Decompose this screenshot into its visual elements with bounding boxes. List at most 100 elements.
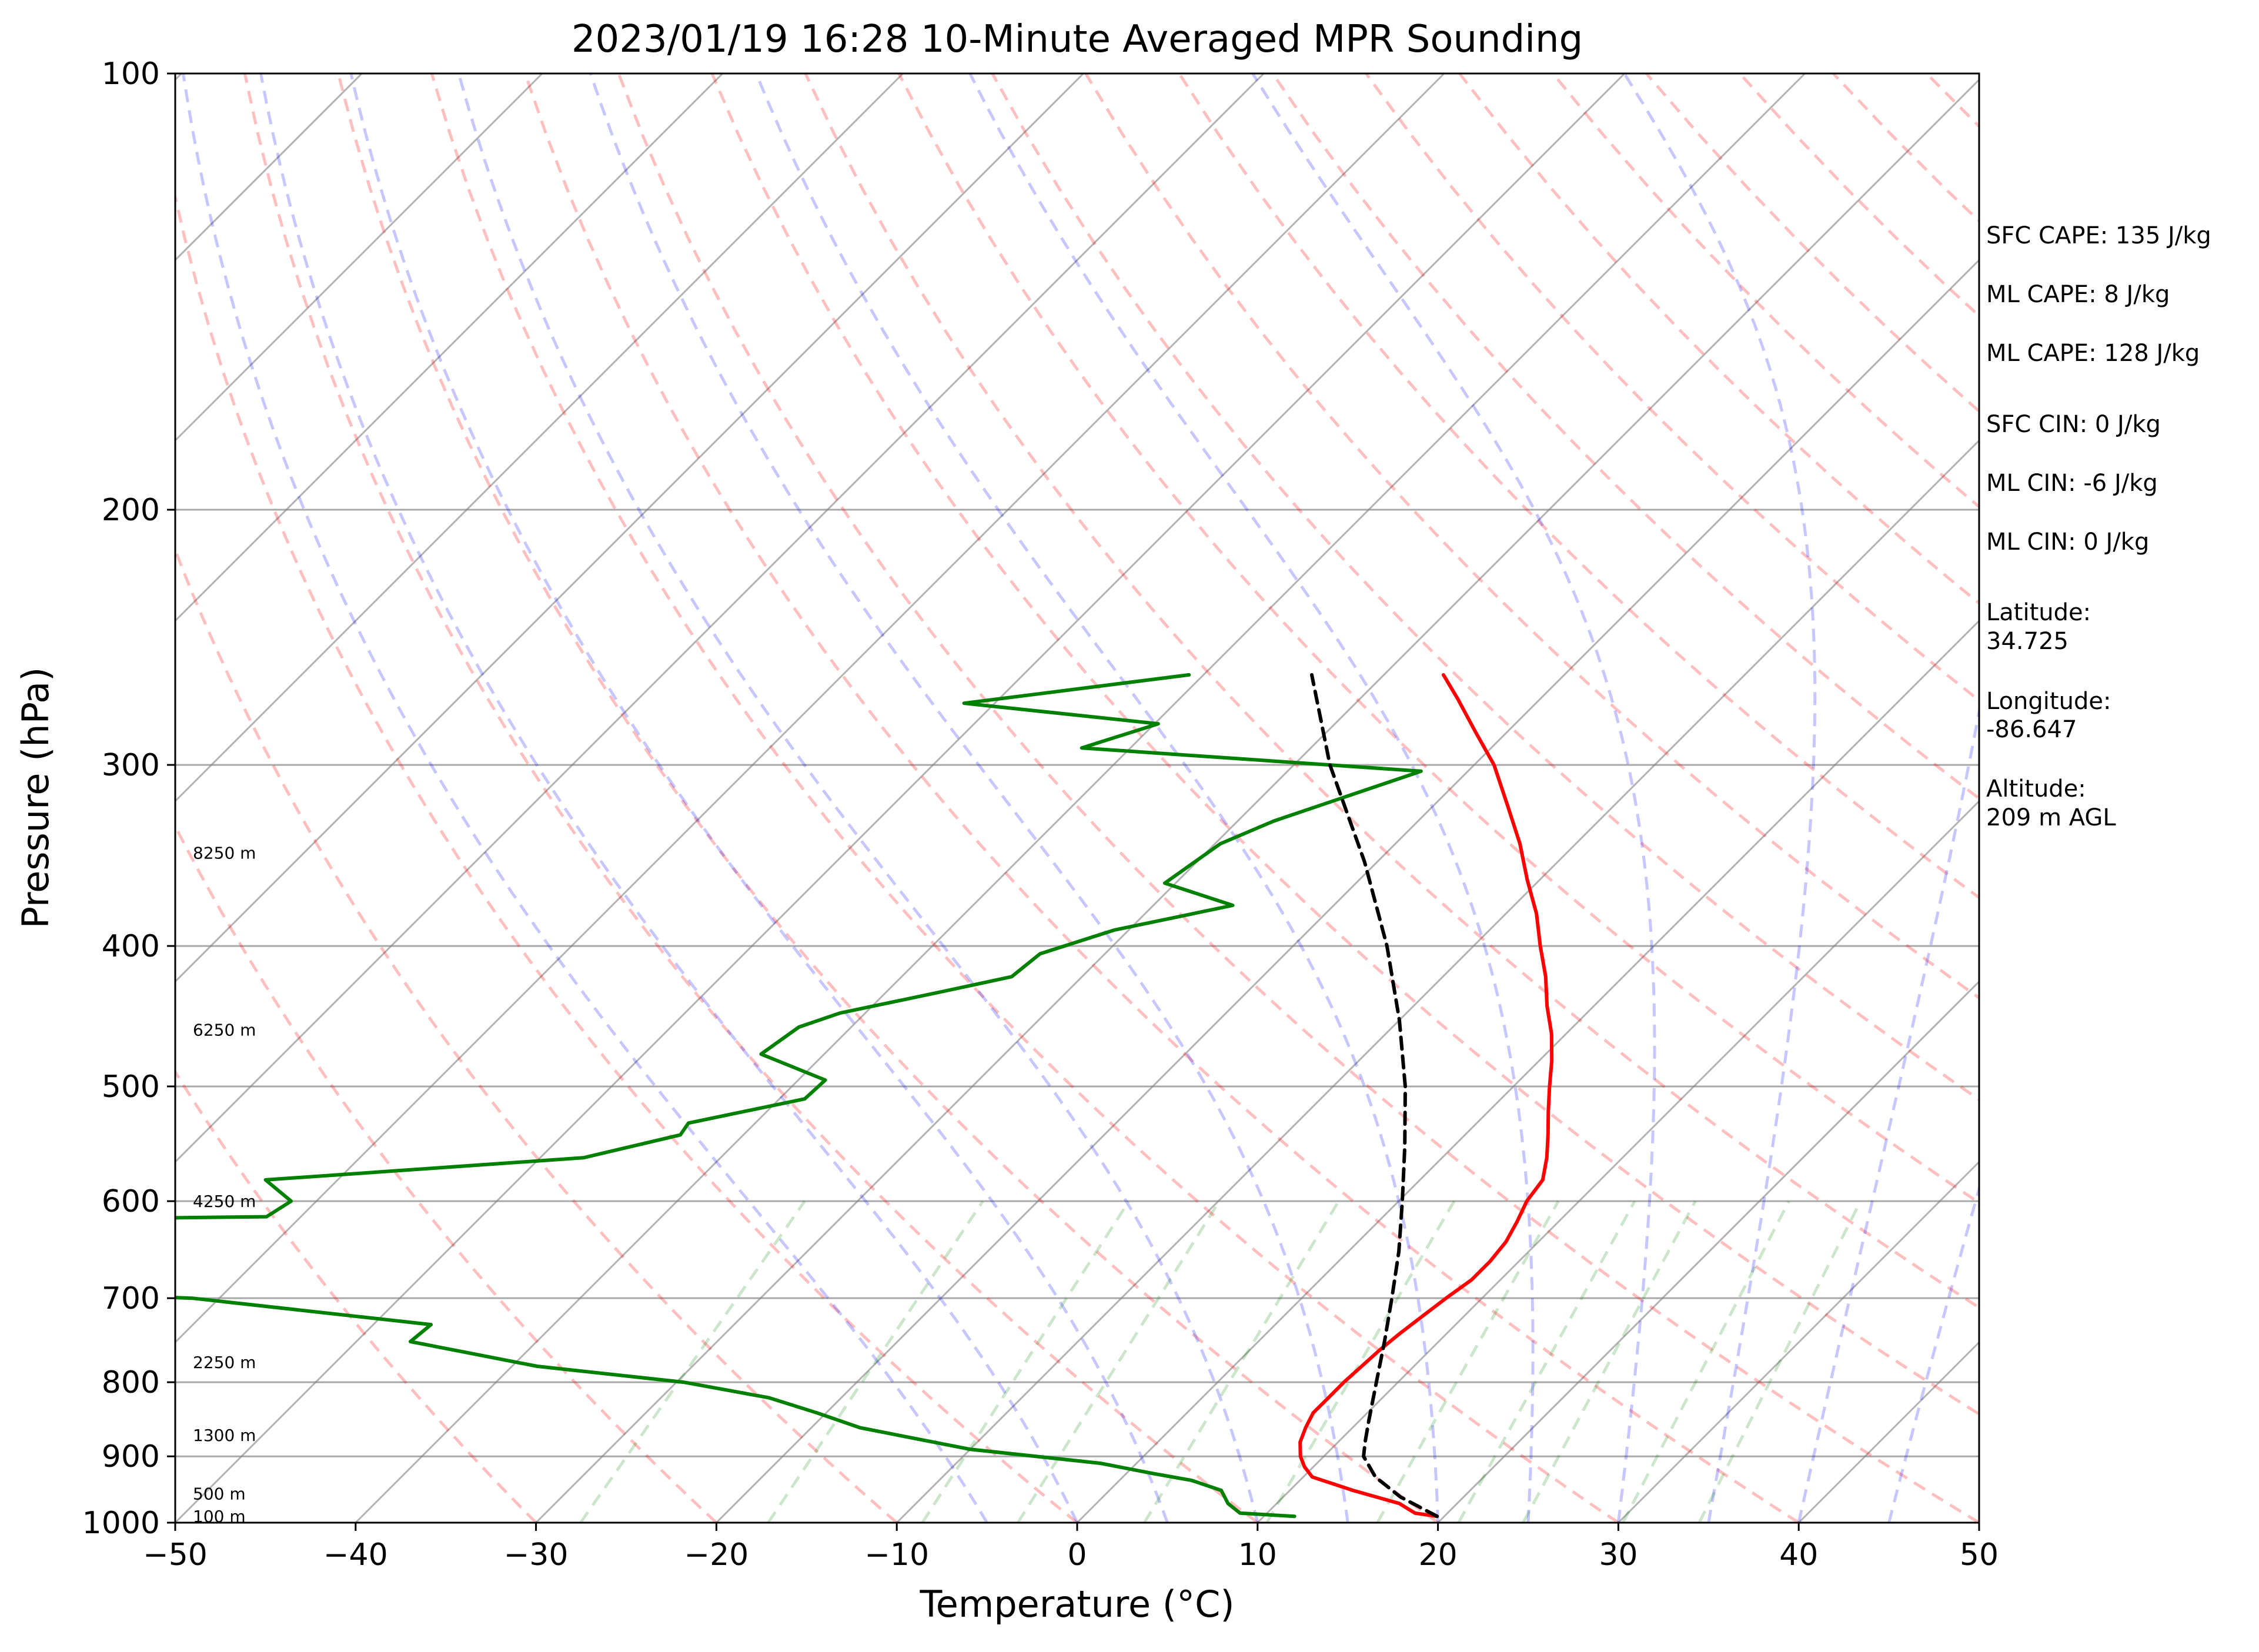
- latitude-value: 34.725: [1986, 628, 2068, 655]
- longitude-value: -86.647: [1986, 716, 2077, 743]
- moist-adiabat-line: [349, 73, 1169, 1523]
- sounding-traces: [175, 673, 1554, 1519]
- y-tick-label: 600: [102, 1184, 160, 1219]
- mixing-ratio-line: [921, 1200, 1131, 1523]
- x-axis-label: Temperature (°C): [919, 1583, 1234, 1626]
- moist-adiabat-line: [182, 73, 988, 1523]
- dry-adiabat-line: [243, 73, 1259, 1523]
- altitude-label: 8250 m: [193, 844, 256, 863]
- isotherm-line: [175, 73, 1626, 1523]
- moist-adiabat-line: [259, 73, 1079, 1523]
- y-axis-label: Pressure (hPa): [14, 667, 57, 929]
- chart-title: 2023/01/19 16:28 10-Minute Averaged MPR …: [572, 18, 1583, 61]
- y-tick-label: 500: [102, 1069, 160, 1105]
- moist-adiabat-line: [589, 73, 1349, 1523]
- altitude-label: 1300 m: [193, 1426, 256, 1445]
- isotherm-line: [355, 73, 1806, 1523]
- altitude-label: 4250 m: [193, 1192, 256, 1211]
- altitude-label: 2250 m: [193, 1353, 256, 1372]
- mixing-ratio-line: [1621, 1200, 1790, 1523]
- altitude-label: 100 m: [193, 1507, 246, 1526]
- dry-adiabat-line: [175, 1069, 537, 1523]
- altitude-heading: Altitude:: [1986, 775, 2086, 802]
- stat-ml-cin: ML CIN: -6 J/kg: [1986, 470, 2158, 497]
- dewpoint-trace: [175, 673, 1423, 1519]
- dry-adiabat-line: [1084, 73, 1979, 1000]
- x-axis-ticks: −50 −40 −30 −20 −10 0 10 20 30 40 50: [143, 1523, 1999, 1573]
- dry-adiabat-line: [336, 73, 1439, 1523]
- moist-adiabat-line: [1797, 704, 1979, 1523]
- isotherm-line: [535, 78, 1979, 1523]
- dry-adiabat-line: [430, 73, 1619, 1523]
- temperature-trace: [1298, 673, 1554, 1519]
- mixing-ratio-line: [579, 1200, 806, 1523]
- y-tick-label: 700: [102, 1281, 160, 1316]
- y-tick-label: 300: [102, 748, 160, 783]
- dry-adiabat-line: [175, 546, 898, 1523]
- mixing-ratio-line: [1522, 1200, 1697, 1523]
- stat-sfc-cape: SFC CAPE: 135 J/kg: [1986, 222, 2211, 249]
- y-tick-label: 100: [102, 56, 160, 92]
- isotherm-line: [175, 73, 1265, 1163]
- y-tick-label: 400: [102, 929, 160, 964]
- moist-adiabat-line: [1623, 73, 1817, 1523]
- isotherm-line: [716, 259, 1979, 1523]
- isotherm-line: [175, 73, 724, 623]
- moist-adiabat-line: [1251, 73, 1656, 1523]
- stat-ml-cape: ML CAPE: 8 J/kg: [1986, 281, 2170, 308]
- mixing-ratio-line: [1697, 1200, 1862, 1523]
- isotherm-line: [896, 439, 1979, 1523]
- altitude-label: 6250 m: [193, 1021, 256, 1040]
- x-tick-label: 20: [1419, 1537, 1458, 1573]
- isotherm-line: [1437, 980, 1979, 1523]
- x-tick-label: 50: [1960, 1537, 1999, 1573]
- y-tick-label: 200: [102, 493, 160, 528]
- y-axis-ticks: 100 200 300 400 500 600 700 800 900 1000: [82, 56, 175, 1541]
- y-tick-label: 800: [102, 1365, 160, 1400]
- isotherm-gridlines: [175, 73, 1979, 1523]
- stat-sfc-cin: SFC CIN: 0 J/kg: [1986, 411, 2161, 438]
- moist-adiabat-lines: [182, 73, 1979, 1523]
- moist-adiabat-line: [754, 73, 1440, 1523]
- dry-adiabat-line: [523, 73, 1800, 1523]
- x-tick-label: −40: [323, 1537, 388, 1573]
- x-tick-label: 0: [1067, 1537, 1087, 1573]
- x-tick-label: −10: [864, 1537, 929, 1573]
- longitude-heading: Longitude:: [1986, 688, 2111, 715]
- isotherm-line: [175, 73, 543, 442]
- dry-adiabat-line: [804, 73, 1979, 1310]
- isotherm-line: [175, 73, 1445, 1344]
- dry-adiabat-line: [710, 73, 1979, 1416]
- isobar-gridlines: [175, 73, 1979, 1523]
- y-tick-label: 1000: [82, 1506, 160, 1541]
- y-tick-label: 900: [102, 1439, 160, 1474]
- dry-adiabat-line: [991, 73, 1979, 1102]
- dry-adiabat-line: [897, 73, 1979, 1205]
- dry-adiabat-line: [617, 73, 1979, 1523]
- stat-ml-cin-2: ML CIN: 0 J/kg: [1986, 529, 2149, 556]
- altitude-label: 500 m: [193, 1484, 246, 1504]
- isotherm-line: [175, 73, 1084, 983]
- latitude-heading: Latitude:: [1986, 599, 2091, 626]
- altitude-value: 209 m AGL: [1986, 804, 2116, 831]
- x-tick-label: −50: [143, 1537, 208, 1573]
- mixing-ratio-line: [1457, 1200, 1636, 1523]
- isotherm-line: [1257, 800, 1979, 1523]
- dry-adiabat-lines: [175, 73, 1979, 1523]
- x-tick-label: 30: [1599, 1537, 1638, 1573]
- dry-adiabat-line: [175, 823, 718, 1523]
- dry-adiabat-line: [1365, 73, 1979, 703]
- mixing-ratio-line: [767, 1200, 984, 1523]
- stats-panel: SFC CAPE: 135 J/kg ML CAPE: 8 J/kg ML CA…: [1986, 222, 2211, 831]
- isotherm-line: [1618, 1161, 1979, 1523]
- x-tick-label: 10: [1238, 1537, 1277, 1573]
- moist-adiabat-line: [457, 73, 1259, 1523]
- isotherm-line: [175, 73, 904, 802]
- parcel-trace: [1310, 673, 1439, 1519]
- stat-ml-cape-2: ML CAPE: 128 J/kg: [1986, 340, 2200, 367]
- mixing-ratio-line: [1376, 1200, 1560, 1523]
- plot-area: [175, 73, 1979, 1523]
- x-tick-label: −30: [504, 1537, 569, 1573]
- plot-content: [175, 73, 1979, 1523]
